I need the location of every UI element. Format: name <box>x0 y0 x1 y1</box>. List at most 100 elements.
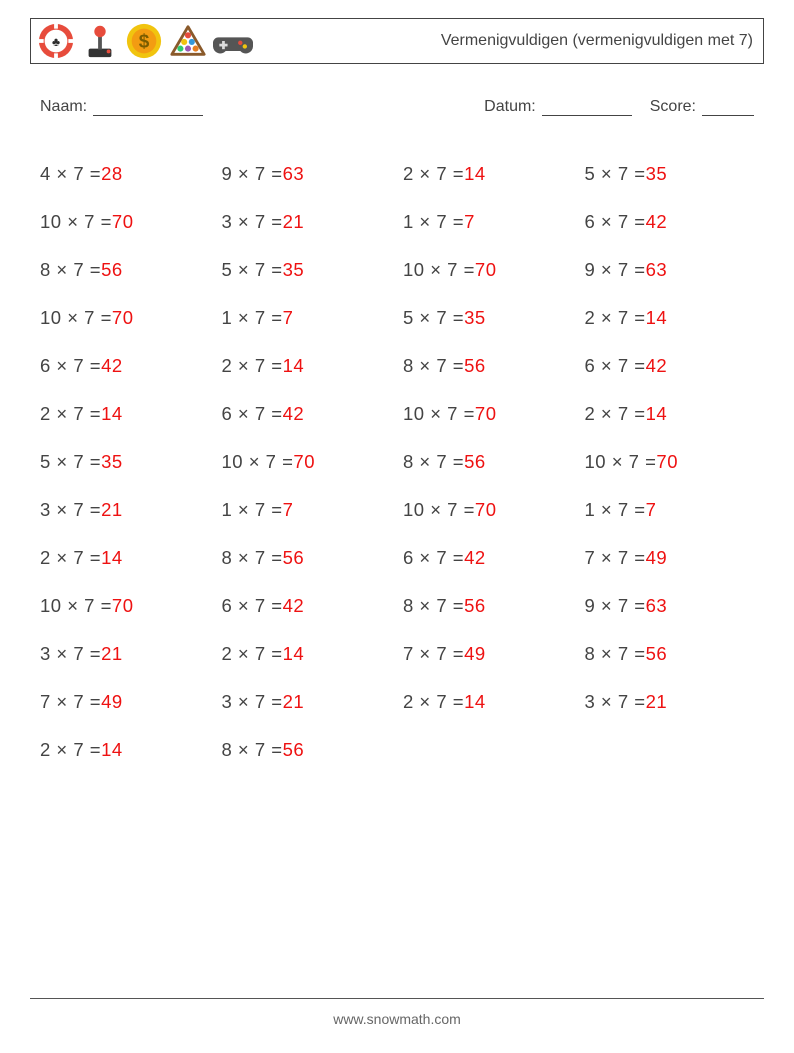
problem-cell: 10 × 7 = 70 <box>222 438 392 486</box>
name-blank[interactable] <box>93 99 203 116</box>
problem-expression: 6 × 7 = <box>222 595 283 617</box>
problem-expression: 6 × 7 = <box>403 547 464 569</box>
problem-answer: 14 <box>283 355 305 377</box>
problem-cell: 2 × 7 = 14 <box>403 150 573 198</box>
header-box: ♣ $ <box>30 18 764 64</box>
problem-answer: 70 <box>656 451 678 473</box>
problem-cell: 1 × 7 = 7 <box>403 198 573 246</box>
problem-cell: 8 × 7 = 56 <box>222 534 392 582</box>
problem-expression: 10 × 7 = <box>40 307 112 329</box>
problem-cell: 7 × 7 = 49 <box>403 630 573 678</box>
problem-cell: 9 × 7 = 63 <box>585 582 755 630</box>
problem-expression: 10 × 7 = <box>585 451 657 473</box>
score-label: Score: <box>650 98 696 116</box>
problem-answer: 56 <box>646 643 668 665</box>
worksheet-title: Vermenigvuldigen (vermenigvuldigen met 7… <box>441 32 753 50</box>
problem-expression: 6 × 7 = <box>222 403 283 425</box>
problem-answer: 14 <box>646 307 668 329</box>
problem-cell: 3 × 7 = 21 <box>40 630 210 678</box>
problem-expression: 2 × 7 = <box>40 547 101 569</box>
svg-text:$: $ <box>139 32 150 53</box>
problems-grid: 4 × 7 = 289 × 7 = 632 × 7 = 145 × 7 = 35… <box>40 150 754 774</box>
problem-cell: 4 × 7 = 28 <box>40 150 210 198</box>
joystick-icon <box>81 22 119 60</box>
problem-expression: 2 × 7 = <box>40 739 101 761</box>
name-field: Naam: <box>40 98 203 116</box>
problem-answer: 56 <box>464 451 486 473</box>
meta-row: Naam: Datum: Score: <box>40 98 754 116</box>
footer-text: www.snowmath.com <box>0 1011 794 1027</box>
problem-answer: 63 <box>646 259 668 281</box>
problem-expression: 3 × 7 = <box>585 691 646 713</box>
problem-expression: 8 × 7 = <box>222 547 283 569</box>
footer-divider <box>30 998 764 999</box>
problem-answer: 70 <box>475 259 497 281</box>
problem-cell: 10 × 7 = 70 <box>403 390 573 438</box>
problem-expression: 8 × 7 = <box>403 451 464 473</box>
problem-expression: 9 × 7 = <box>585 259 646 281</box>
problem-expression: 8 × 7 = <box>585 643 646 665</box>
problem-expression: 3 × 7 = <box>222 211 283 233</box>
problem-expression: 2 × 7 = <box>403 163 464 185</box>
problem-expression: 6 × 7 = <box>40 355 101 377</box>
problem-expression: 10 × 7 = <box>222 451 294 473</box>
problem-expression: 10 × 7 = <box>403 403 475 425</box>
problem-cell: 6 × 7 = 42 <box>222 390 392 438</box>
date-label: Datum: <box>484 98 536 116</box>
problem-answer: 14 <box>283 643 305 665</box>
problem-expression: 3 × 7 = <box>40 643 101 665</box>
problem-cell: 9 × 7 = 63 <box>585 246 755 294</box>
problem-answer: 35 <box>464 307 486 329</box>
problem-answer: 42 <box>646 355 668 377</box>
problem-cell: 2 × 7 = 14 <box>40 726 210 774</box>
problem-answer: 14 <box>101 739 123 761</box>
problem-cell: 7 × 7 = 49 <box>40 678 210 726</box>
problem-expression: 8 × 7 = <box>403 355 464 377</box>
problem-answer: 56 <box>101 259 123 281</box>
problem-cell: 7 × 7 = 49 <box>585 534 755 582</box>
problem-expression: 1 × 7 = <box>222 307 283 329</box>
score-blank[interactable] <box>702 99 754 116</box>
problem-answer: 14 <box>464 163 486 185</box>
problem-expression: 5 × 7 = <box>585 163 646 185</box>
problem-cell: 2 × 7 = 14 <box>40 534 210 582</box>
problem-expression: 9 × 7 = <box>585 595 646 617</box>
svg-text:♣: ♣ <box>52 35 60 49</box>
header-icons: ♣ $ <box>37 22 253 60</box>
problem-cell: 1 × 7 = 7 <box>222 486 392 534</box>
problem-answer: 42 <box>283 403 305 425</box>
date-blank[interactable] <box>542 99 632 116</box>
problem-answer: 70 <box>112 211 134 233</box>
problem-cell: 8 × 7 = 56 <box>403 342 573 390</box>
problem-cell: 8 × 7 = 56 <box>222 726 392 774</box>
problem-expression: 2 × 7 = <box>585 307 646 329</box>
problem-cell: 8 × 7 = 56 <box>403 438 573 486</box>
problem-expression: 8 × 7 = <box>40 259 101 281</box>
problem-answer: 42 <box>646 211 668 233</box>
problem-cell: 2 × 7 = 14 <box>585 390 755 438</box>
problem-expression: 4 × 7 = <box>40 163 101 185</box>
problem-cell: 3 × 7 = 21 <box>40 486 210 534</box>
problem-answer: 56 <box>464 595 486 617</box>
problem-cell: 2 × 7 = 14 <box>40 390 210 438</box>
problem-expression: 6 × 7 = <box>585 211 646 233</box>
problem-expression: 10 × 7 = <box>403 499 475 521</box>
problem-expression: 1 × 7 = <box>403 211 464 233</box>
problem-expression: 10 × 7 = <box>403 259 475 281</box>
problem-cell: 10 × 7 = 70 <box>40 582 210 630</box>
problem-cell: 10 × 7 = 70 <box>40 294 210 342</box>
problem-expression: 5 × 7 = <box>222 259 283 281</box>
problem-expression: 7 × 7 = <box>585 547 646 569</box>
problem-expression: 3 × 7 = <box>40 499 101 521</box>
problem-answer: 7 <box>464 211 475 233</box>
problem-expression: 10 × 7 = <box>40 595 112 617</box>
problem-expression: 8 × 7 = <box>222 739 283 761</box>
problem-answer: 56 <box>283 547 305 569</box>
problem-answer: 70 <box>112 307 134 329</box>
problem-expression: 10 × 7 = <box>40 211 112 233</box>
problem-expression: 5 × 7 = <box>40 451 101 473</box>
problem-answer: 21 <box>283 211 305 233</box>
gamepad-icon <box>213 22 253 60</box>
dollar-coin-icon: $ <box>125 22 163 60</box>
problem-answer: 7 <box>283 499 294 521</box>
